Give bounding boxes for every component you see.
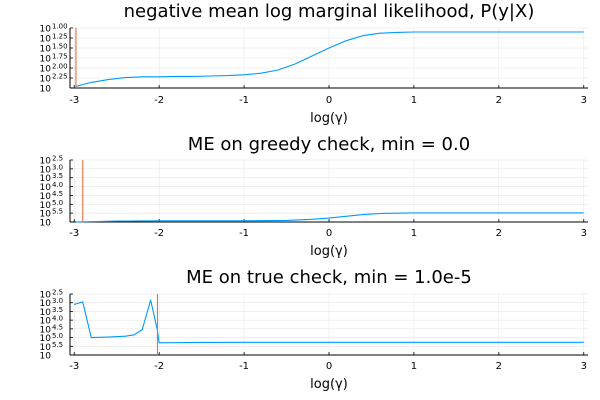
chart-panel-2: ME on greedy check, min = 0.0 -3 -2 -1 0 1 2 3 1…: [40, 134, 588, 259]
x-tick-label: 0: [326, 361, 332, 372]
y-tick-label: 10: [40, 192, 52, 202]
y-tick-exponent: 4.0: [52, 315, 63, 323]
y-tick-label: 10: [40, 183, 52, 193]
chart-panel-3: ME on true check, min = 1.0e-5 -3 -2 -1 0 1 2 3…: [40, 267, 588, 392]
x-tick-label: -2: [154, 228, 164, 239]
y-tick-label: 10: [40, 45, 52, 55]
x-tick-label: 1: [411, 361, 417, 372]
y-tick-label: 10: [40, 55, 52, 65]
x-axis-label: log(γ): [310, 111, 348, 126]
y-tick-exponent: 3.5: [52, 306, 63, 314]
y-tick-label: 10: [40, 35, 52, 45]
x-tick-label: 2: [496, 228, 502, 239]
y-tick-exponent: 5.0: [52, 199, 63, 207]
x-tick-label: -3: [69, 361, 79, 372]
y-tick-exponent: 3.0: [52, 163, 63, 171]
x-tick-label: -2: [154, 95, 164, 106]
y-tick-exponent: 3.5: [52, 172, 63, 180]
x-tick-label: -1: [239, 228, 249, 239]
chart-title: ME on true check, min = 1.0e-5: [186, 267, 472, 288]
x-axis-label: log(γ): [310, 244, 348, 259]
y-tick-label: 10: [40, 174, 52, 184]
chart-title: ME on greedy check, min = 0.0: [188, 134, 470, 155]
x-tick-label: 1: [411, 95, 417, 106]
y-tick-label: 10: [40, 343, 52, 353]
y-tick-label: 10: [40, 210, 52, 220]
y-tick-label: 10: [40, 317, 52, 327]
y-tick-label: 10: [40, 157, 52, 167]
y-tick-label: 10: [40, 65, 52, 75]
y-tick-label: 10: [40, 352, 52, 362]
y-tick-label: 10: [40, 299, 52, 309]
y-tick-label: 10: [40, 334, 52, 344]
y-tick-label: 10: [40, 165, 52, 175]
y-tick-label: 10: [40, 291, 52, 301]
y-tick-exponent: 1.00: [52, 23, 68, 31]
x-tick-label: 2: [496, 361, 502, 372]
x-tick-label: -3: [69, 228, 79, 239]
x-tick-label: 0: [326, 95, 332, 106]
series-line: [74, 299, 584, 344]
y-tick-label: 10: [40, 325, 52, 335]
y-tick-exponent: 2.00: [52, 63, 68, 71]
y-tick-exponent: 5.5: [52, 341, 63, 349]
x-tick-label: 3: [581, 361, 587, 372]
chart-panel-1: negative mean log marginal likelihood, P…: [40, 1, 588, 126]
y-tick-label: 10: [40, 75, 52, 85]
y-tick-exponent: 4.0: [52, 181, 63, 189]
y-tick-label: 10: [40, 201, 52, 211]
x-tick-label: 2: [496, 95, 502, 106]
y-tick-exponent: 3.0: [52, 297, 63, 305]
y-tick-exponent: 1.25: [52, 33, 68, 41]
y-tick-exponent: 1.75: [52, 53, 68, 61]
y-tick-exponent: 2.5: [52, 289, 63, 297]
y-tick-exponent: 2.5: [52, 155, 63, 163]
x-tick-label: 3: [581, 228, 587, 239]
y-tick-exponent: 5.5: [52, 208, 63, 216]
series-line: [75, 31, 584, 87]
y-tick-exponent: 5.0: [52, 332, 63, 340]
y-tick-label: 10: [40, 308, 52, 318]
x-tick-label: -2: [154, 361, 164, 372]
y-tick-exponent: 4.5: [52, 190, 63, 198]
x-tick-label: 3: [581, 95, 587, 106]
y-tick-exponent: 4.5: [52, 323, 63, 331]
x-tick-label: 0: [326, 228, 332, 239]
x-tick-label: 1: [411, 228, 417, 239]
y-tick-exponent: 1.50: [52, 43, 68, 51]
chart-title: negative mean log marginal likelihood, P…: [124, 1, 535, 22]
x-axis-label: log(γ): [310, 377, 348, 392]
x-tick-label: -3: [69, 95, 79, 106]
series-line: [75, 212, 584, 223]
y-tick-label: 10: [40, 219, 52, 229]
x-tick-label: -1: [239, 361, 249, 372]
y-tick-label: 10: [40, 25, 52, 35]
y-tick-label: 10: [40, 85, 52, 95]
y-tick-exponent: 2.25: [52, 73, 68, 81]
x-tick-label: -1: [239, 95, 249, 106]
